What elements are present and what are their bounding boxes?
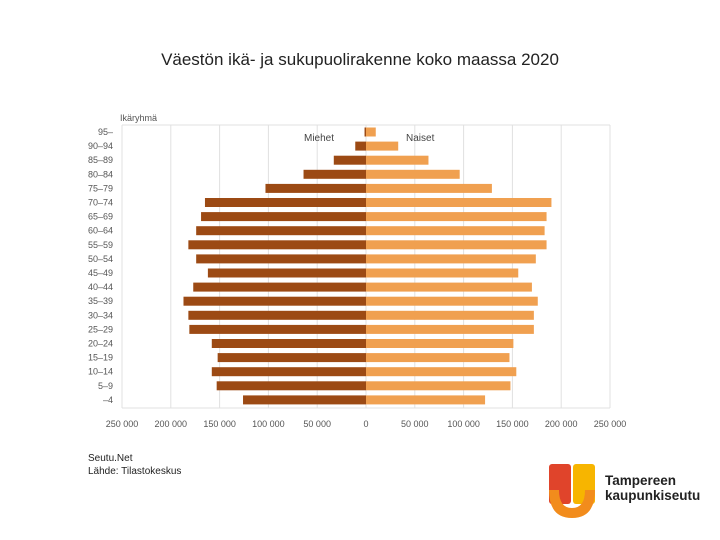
bar-women-19: [366, 395, 486, 405]
y-tick-label: 85–89: [88, 155, 113, 165]
y-tick-label: 30–34: [88, 310, 113, 320]
source-line-2: Lähde: Tilastokeskus: [88, 466, 182, 477]
y-tick-label: 15–19: [88, 353, 113, 363]
logo-text-line-2: kaupunkiseutu: [605, 488, 701, 503]
x-tick-label: 250 000: [106, 419, 139, 429]
bar-women-9: [366, 254, 536, 264]
y-tick-label: 80–84: [88, 169, 113, 179]
bar-women-10: [366, 268, 519, 278]
bar-men-11: [193, 282, 366, 292]
x-tick-label: 150 000: [203, 419, 236, 429]
bar-men-8: [188, 240, 366, 250]
x-tick-label: 100 000: [252, 419, 285, 429]
series-label-women: Naiset: [406, 133, 435, 144]
x-tick-label: 50 000: [303, 419, 331, 429]
bar-women-15: [366, 339, 514, 348]
y-tick-label: 10–14: [88, 367, 113, 377]
bar-men-19: [243, 395, 366, 405]
tampereen-kaupunkiseutu-logo[interactable]: Tampereen kaupunkiseutu: [545, 460, 705, 520]
bar-women-18: [366, 381, 511, 391]
bar-women-0: [366, 127, 376, 137]
slide-title: Väestön ikä- ja sukupuolirakenne koko ma…: [161, 50, 559, 69]
y-tick-label: 5–9: [98, 381, 113, 391]
x-tick-label: 250 000: [594, 419, 627, 429]
bar-men-5: [204, 198, 366, 207]
logo-text-line-1: Tampereen: [605, 473, 677, 488]
y-tick-label: –4: [103, 395, 113, 405]
bar-men-0: [364, 127, 366, 137]
bar-men-1: [355, 141, 366, 151]
y-tick-label: 25–29: [88, 324, 113, 334]
grid-lines: [121, 124, 611, 409]
y-tick-label: 90–94: [88, 141, 113, 151]
y-tick-label: 95–: [98, 127, 113, 137]
bar-men-3: [303, 169, 366, 179]
bar-women-16: [366, 353, 510, 363]
bar-men-14: [189, 324, 366, 334]
bar-women-5: [366, 198, 552, 207]
bar-women-2: [366, 155, 429, 165]
series-label-men: Miehet: [304, 133, 334, 144]
y-tick-labels: 95– 90–94 85–89 80–84 75–79 70–74 65–69 60–64 55…: [88, 127, 113, 405]
bar-men-2: [333, 155, 366, 165]
y-tick-label: 40–44: [88, 282, 113, 292]
bar-women-12: [366, 296, 538, 306]
bar-men-9: [196, 254, 366, 264]
x-tick-label: 200 000: [545, 419, 578, 429]
bar-women-1: [366, 141, 399, 151]
y-tick-label: 60–64: [88, 226, 113, 236]
bar-men-10: [207, 268, 366, 278]
y-tick-label: 75–79: [88, 183, 113, 193]
y-tick-label: 50–54: [88, 254, 113, 264]
bar-women-7: [366, 226, 545, 236]
bar-women-11: [366, 282, 532, 292]
source-line-1: Seutu.Net: [88, 453, 133, 464]
bar-women-6: [366, 212, 547, 222]
bar-women-14: [366, 324, 534, 334]
bar-men-15: [211, 339, 366, 348]
bar-women-13: [366, 310, 534, 320]
x-tick-label: 150 000: [496, 419, 529, 429]
bar-women-4: [366, 183, 492, 193]
logo-text: Tampereen kaupunkiseutu: [605, 473, 700, 503]
x-tick-label: 100 000: [447, 419, 480, 429]
y-tick-label: 65–69: [88, 212, 113, 222]
y-tick-label: 45–49: [88, 268, 113, 278]
bar-men-16: [217, 353, 366, 363]
x-tick-label: 200 000: [155, 419, 188, 429]
logo-mark-icon: [549, 464, 595, 518]
source-note: Seutu.Net Lähde: Tilastokeskus: [88, 452, 181, 478]
bar-women-3: [366, 169, 460, 179]
bar-men-4: [265, 183, 366, 193]
bar-men-7: [196, 226, 366, 236]
y-tick-label: 35–39: [88, 296, 113, 306]
y-tick-label: 70–74: [88, 198, 113, 208]
bar-men-6: [201, 212, 366, 222]
x-tick-label: 50 000: [401, 419, 429, 429]
bar-men-18: [216, 381, 366, 391]
bar-men-13: [188, 310, 366, 320]
y-tick-label: 20–24: [88, 339, 113, 349]
x-tick-labels: 250 000 200 000 150 000 100 000 50 000 0 50 00…: [106, 419, 627, 429]
bar-women-8: [366, 240, 547, 250]
bar-men-17: [211, 367, 366, 377]
bars: [183, 127, 552, 405]
y-axis-label: Ikäryhmä: [120, 113, 157, 123]
bar-women-17: [366, 367, 517, 377]
x-tick-label: 0: [363, 419, 368, 429]
y-tick-label: 55–59: [88, 240, 113, 250]
bar-men-12: [183, 296, 366, 306]
